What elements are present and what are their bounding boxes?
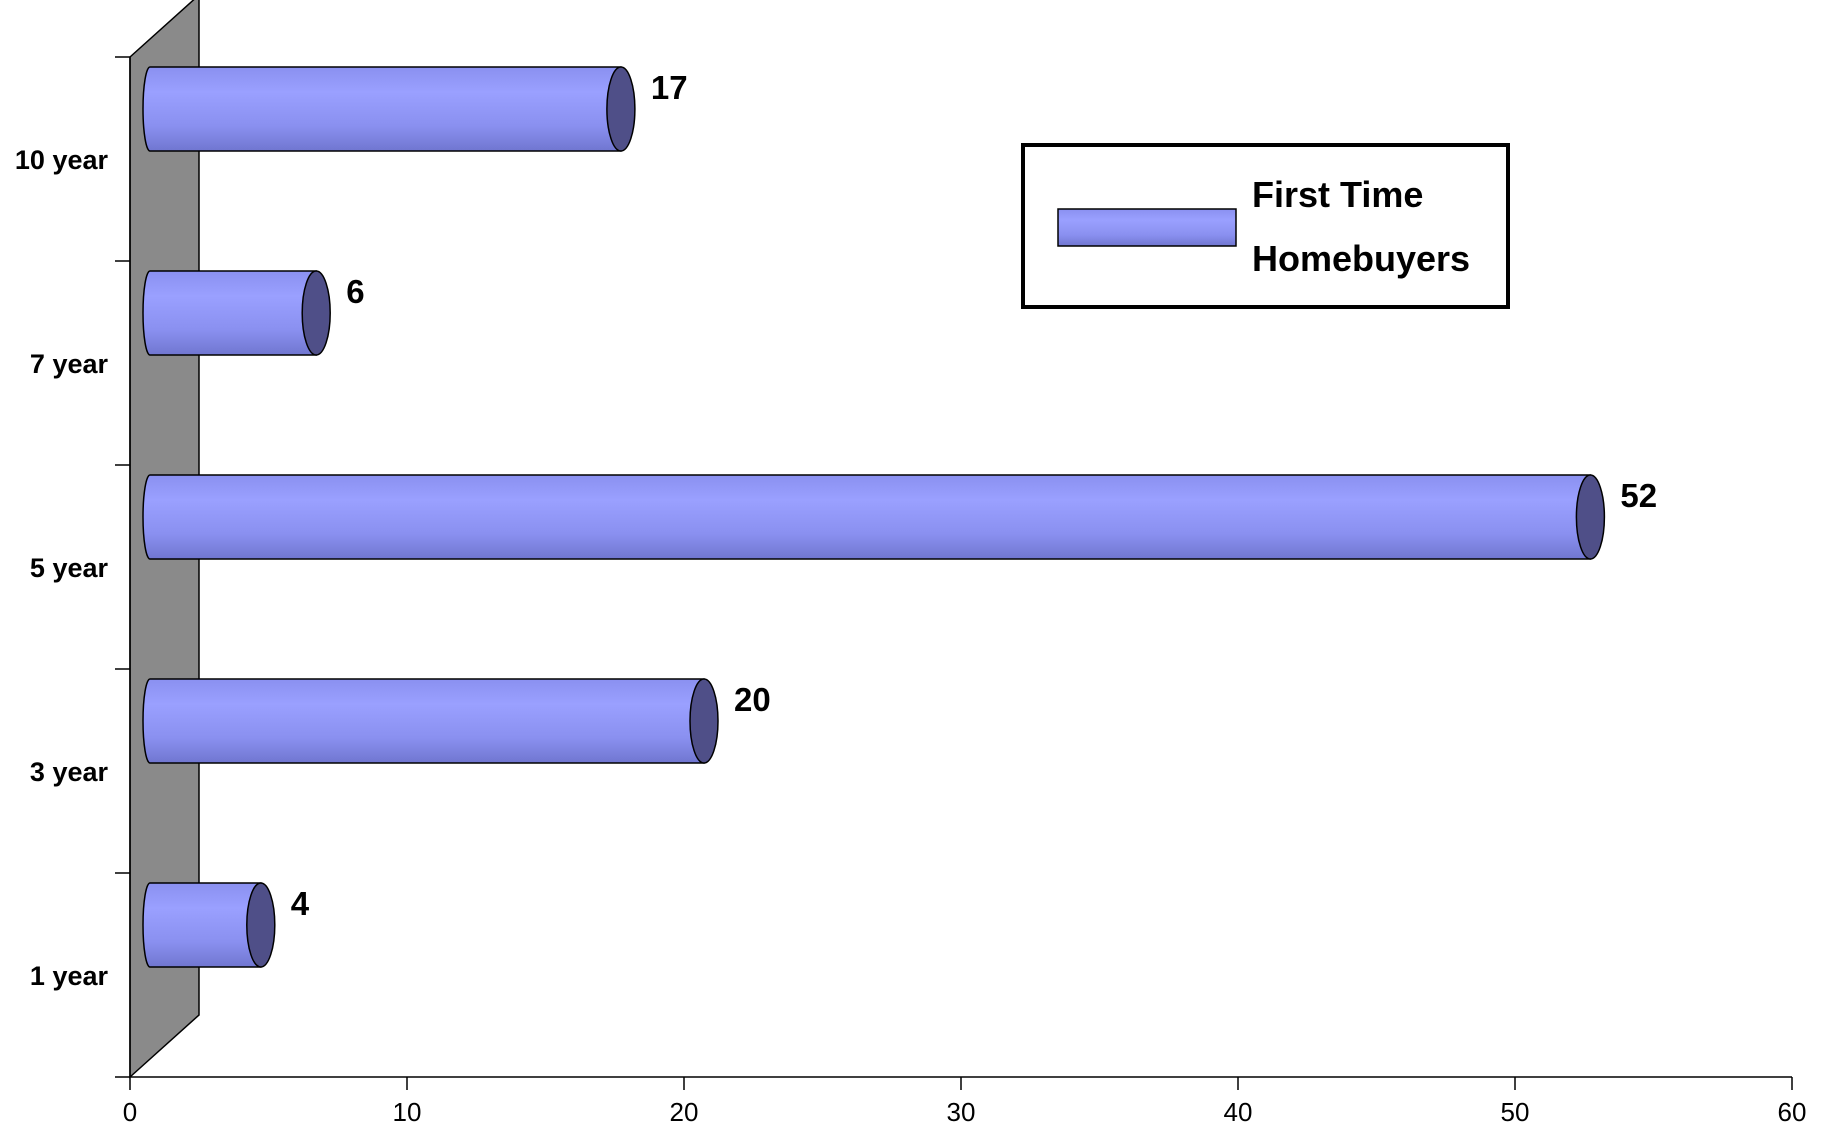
bar-body [142, 882, 262, 968]
bar-end-cap [606, 66, 636, 152]
x-tick-label: 60 [1778, 1097, 1807, 1127]
data-label: 4 [291, 885, 310, 922]
bar [142, 66, 636, 152]
bar-end-cap [1575, 474, 1606, 560]
bar-body [142, 678, 705, 764]
x-tick-label: 30 [947, 1097, 976, 1127]
legend: First Time Homebuyers [1021, 143, 1510, 309]
data-label: 20 [734, 681, 771, 718]
x-tick-label: 10 [393, 1097, 422, 1127]
bar-end-cap [689, 678, 719, 764]
data-label: 17 [651, 69, 688, 106]
bar-body [142, 270, 317, 356]
bar [142, 882, 276, 968]
bar-end-cap [246, 882, 276, 968]
x-tick-label: 0 [123, 1097, 137, 1127]
bar [142, 474, 1606, 560]
bar-body [142, 474, 1592, 560]
y-category-label: 7 year [30, 349, 109, 379]
data-label: 52 [1620, 477, 1657, 514]
bar-end-cap [301, 270, 331, 356]
y-category-label: 3 year [30, 757, 109, 787]
x-tick-label: 20 [670, 1097, 699, 1127]
bar-body [142, 66, 622, 152]
legend-swatch [1057, 208, 1237, 247]
bar [142, 270, 331, 356]
y-category-label: 10 year [15, 145, 109, 175]
legend-label: Homebuyers [1252, 238, 1470, 279]
bar [142, 678, 719, 764]
x-tick-label: 50 [1501, 1097, 1530, 1127]
data-label: 6 [346, 273, 364, 310]
x-tick-label: 40 [1224, 1097, 1253, 1127]
y-category-label: 1 year [30, 961, 109, 991]
y-category-label: 5 year [30, 553, 109, 583]
legend-label: First Time [1252, 174, 1423, 215]
